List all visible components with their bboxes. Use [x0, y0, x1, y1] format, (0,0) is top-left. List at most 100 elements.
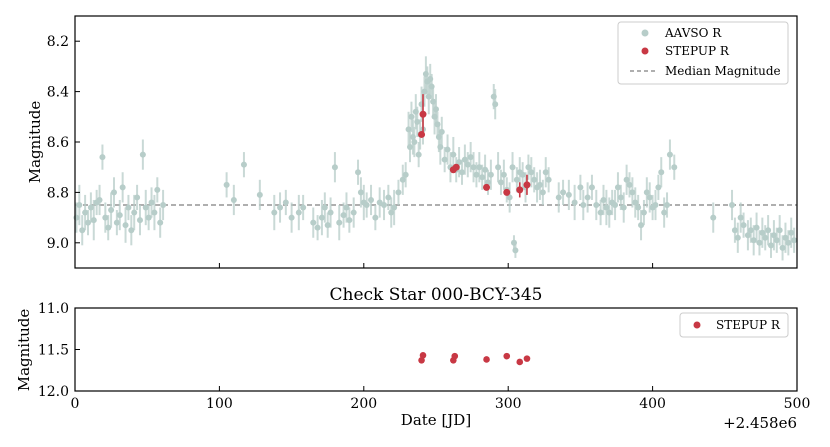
aavso-point [565, 191, 572, 198]
legend-label-stepup: STEPUP R [665, 44, 730, 58]
aavso-point [512, 247, 519, 254]
aavso-point [131, 209, 138, 216]
aavso-point [768, 242, 775, 249]
aavso-point [782, 234, 789, 241]
aavso-point [640, 209, 647, 216]
aavso-point [405, 126, 412, 133]
aavso-point [464, 161, 471, 168]
aavso-point [271, 209, 278, 216]
aavso-point [116, 212, 123, 219]
aavso-point [151, 209, 158, 216]
aavso-point [461, 156, 468, 163]
bottom-legend: STEPUP R [679, 312, 789, 338]
aavso-point [425, 93, 432, 100]
aavso-point [340, 212, 347, 219]
aavso-point [791, 237, 798, 244]
aavso-point [79, 227, 86, 234]
top-legend-box [617, 21, 789, 85]
aavso-point [603, 204, 610, 211]
aavso-point [571, 199, 578, 206]
stepup-point [516, 186, 524, 194]
aavso-point [108, 207, 115, 214]
aavso-point [643, 189, 650, 196]
stepup-point [419, 110, 427, 118]
bottom-ylabel: Magnitude [15, 309, 33, 392]
bottom-plot-area [418, 352, 531, 366]
aavso-point [125, 204, 132, 211]
top-ticks: 8.2 8.4 8.6 8.8 9.0 [47, 34, 798, 268]
aavso-point [542, 169, 549, 176]
aavso-point [710, 214, 717, 221]
aavso-point [76, 202, 83, 208]
aavso-point [759, 229, 766, 236]
aavso-point [779, 244, 786, 251]
check-star-point [418, 356, 425, 364]
aavso-point [160, 202, 167, 208]
aavso-point [525, 164, 532, 171]
aavso-point [456, 159, 463, 166]
top-legend: AAVSO R STEPUP R Median Magnitude [617, 21, 789, 85]
legend-label-median: Median Magnitude [665, 64, 781, 78]
aavso-point [372, 214, 379, 221]
aavso-point [729, 202, 736, 208]
bottom-xtick-label: 500 [784, 396, 811, 412]
aavso-point [584, 194, 591, 201]
aavso-point [528, 169, 535, 176]
aavso-point [614, 184, 621, 191]
aavso-point [350, 209, 357, 216]
aavso-point [113, 219, 120, 226]
aavso-point [99, 154, 106, 161]
aavso-point [346, 217, 353, 224]
legend-marker-aavso [641, 29, 649, 37]
aavso-point [652, 202, 659, 208]
aavso-point [623, 176, 630, 183]
aavso-point [747, 227, 754, 234]
bottom-xtick-label: 200 [350, 396, 377, 412]
aavso-point [90, 217, 97, 224]
aavso-point [545, 176, 552, 183]
stepup-point [523, 181, 531, 189]
aavso-point [776, 227, 783, 234]
aavso-point [731, 227, 738, 234]
aavso-point [288, 214, 295, 221]
bottom-xtick-label: 300 [495, 396, 522, 412]
aavso-point [318, 214, 325, 221]
aavso-point [321, 204, 328, 211]
aavso-point [773, 237, 780, 244]
bottom-xtick-label: 400 [639, 396, 666, 412]
aavso-point [450, 151, 457, 158]
aavso-point [536, 181, 543, 188]
aavso-point [157, 219, 164, 226]
aavso-point [506, 194, 513, 201]
aavso-point [122, 222, 129, 229]
aavso-point [737, 214, 744, 221]
series-stepup [418, 94, 531, 198]
check-star-point [523, 355, 531, 362]
aavso-point [666, 151, 673, 158]
aavso-point [588, 184, 595, 191]
aavso-point [282, 199, 289, 206]
aavso-point [438, 128, 445, 135]
stepup-point [483, 183, 491, 191]
aavso-point [395, 189, 402, 196]
aavso-point [110, 189, 117, 196]
stepup-point [418, 130, 426, 138]
aavso-point [399, 176, 406, 183]
aavso-point [331, 164, 338, 171]
x-offset-label: +2.458e6 [723, 414, 797, 432]
aavso-point [355, 169, 362, 176]
aavso-point [388, 209, 395, 216]
aavso-point [555, 194, 562, 201]
aavso-point [376, 199, 383, 206]
top-ylabel: Magnitude [26, 101, 44, 184]
aavso-point [82, 209, 89, 216]
aavso-point [363, 202, 370, 208]
legend-label-stepup-bottom: STEPUP R [716, 318, 781, 332]
aavso-point [509, 164, 516, 171]
aavso-point [632, 199, 639, 206]
aavso-point [635, 204, 642, 211]
aavso-point [467, 154, 474, 161]
bottom-ytick-label: 11.5 [38, 343, 69, 359]
aavso-point [629, 189, 636, 196]
aavso-point [734, 234, 741, 241]
